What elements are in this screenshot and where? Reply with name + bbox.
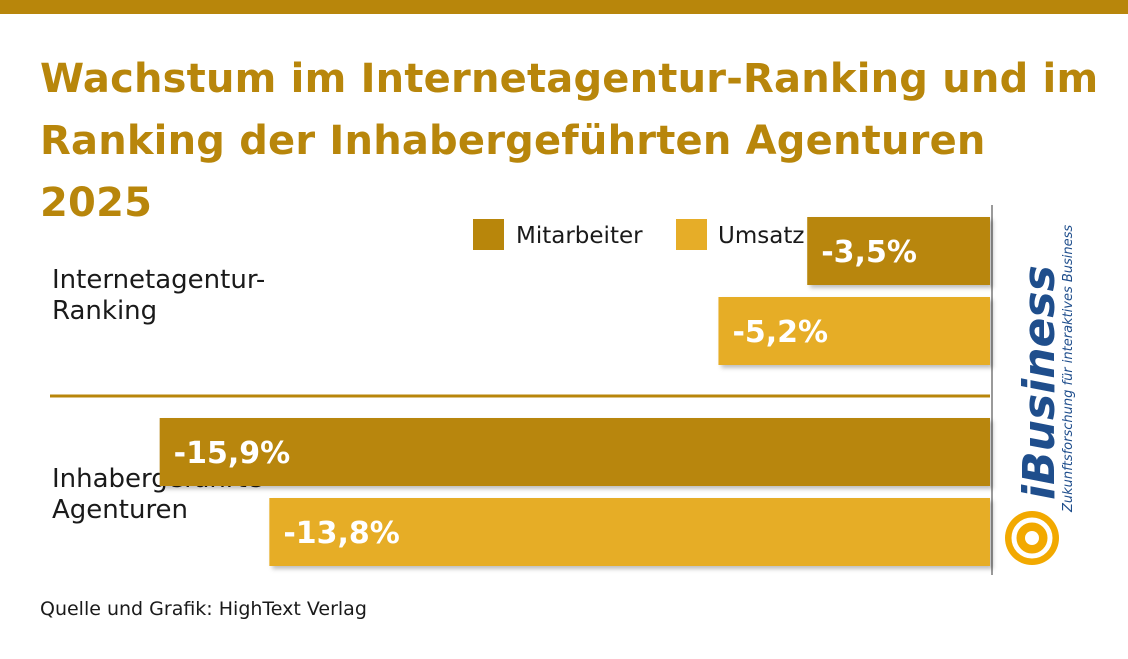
source-note: Quelle und Grafik: HighText Verlag [40, 598, 367, 620]
bar-label-mitarbeiter-1: -15,9% [174, 436, 291, 471]
bar-mitarbeiter-0 [807, 217, 990, 285]
chart-legend: Mitarbeiter Umsatz [473, 219, 804, 250]
title-line-1: Wachstum im Internetagentur-Ranking und … [40, 56, 1099, 102]
title-line-2: Ranking der Inhabergeführten Agenturen 2… [40, 118, 986, 226]
bar-label-mitarbeiter-0: -3,5% [821, 235, 917, 270]
logo-brand: iBusiness [1014, 265, 1065, 500]
legend-swatch-mitarbeiter [473, 219, 504, 250]
legend-label-umsatz: Umsatz [718, 223, 804, 249]
category-label: Internetagentur-Ranking [52, 265, 265, 326]
ibusiness-logo: iBusiness Zukunftsforschung für interakt… [1005, 225, 1076, 565]
legend-label-mitarbeiter: Mitarbeiter [516, 223, 643, 249]
bar-label-umsatz-1: -13,8% [283, 516, 400, 551]
bar-mitarbeiter-1 [159, 418, 990, 486]
bar-umsatz-0 [718, 297, 990, 365]
category-label-line: Internetagentur- [52, 265, 265, 295]
category-label-line: Ranking [52, 296, 157, 326]
bar-value-labels: -3,5% -5,2% -15,9% -13,8% [174, 235, 917, 551]
logo-tagline: Zukunftsforschung für interaktives Busin… [1061, 225, 1076, 513]
bar-umsatz-1 [269, 498, 990, 566]
chart-title: Wachstum im Internetagentur-Ranking und … [40, 48, 1110, 234]
category-label-line: Agenturen [52, 495, 188, 525]
bar-label-umsatz-0: -5,2% [732, 315, 828, 350]
legend-swatch-umsatz [676, 219, 707, 250]
top-accent-bar [0, 0, 1128, 14]
bars [159, 217, 990, 566]
